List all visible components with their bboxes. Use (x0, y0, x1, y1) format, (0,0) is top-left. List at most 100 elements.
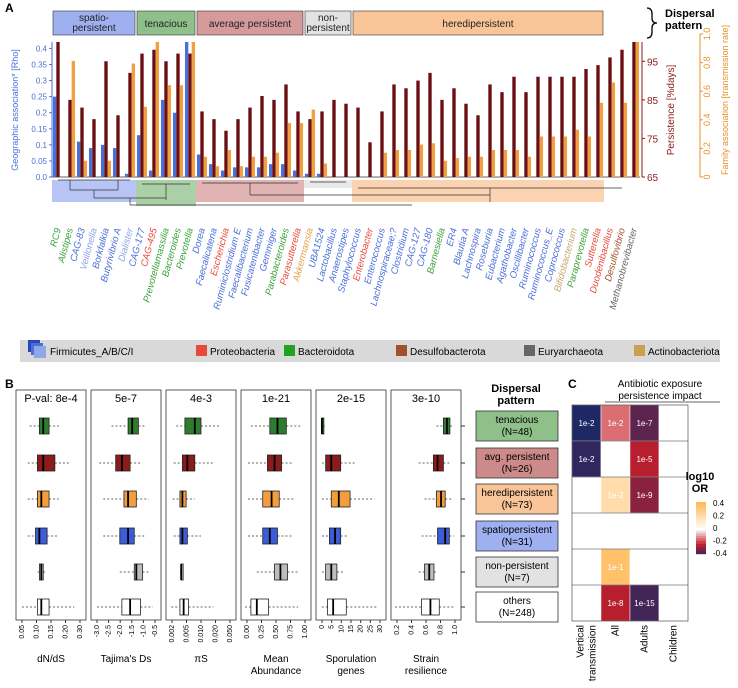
boxplot-pval: 4e-3 (190, 393, 212, 405)
heatmap-cell-label: 1e-2 (578, 419, 595, 428)
heatmap-legend-step (696, 512, 706, 516)
bar-persistence (68, 99, 72, 177)
bar-persistence (128, 72, 132, 177)
bar-geographic (136, 135, 141, 177)
bar-family (263, 156, 268, 177)
left-tick-label: 0.1 (36, 141, 48, 150)
right-tick-label-family: 1.0 (702, 28, 712, 41)
group-label-box (475, 556, 559, 588)
bar-geographic (52, 96, 57, 177)
bar-geographic (160, 99, 165, 177)
heatmap-legend-step (696, 504, 706, 508)
box-x-tick-label: -2.0 (117, 625, 124, 637)
heatmap-legend-step (696, 538, 706, 542)
box-x-tick-label: 0.8 (438, 625, 445, 635)
bar-family (407, 150, 412, 177)
bar-geographic (88, 148, 93, 177)
bar-persistence (56, 42, 60, 177)
bar-persistence (284, 84, 288, 177)
bar-family (83, 160, 88, 177)
group-header-4 (352, 10, 604, 36)
box-body (123, 490, 137, 508)
box-body (35, 527, 48, 545)
heatmap-column-label: Verticaltransmission (576, 625, 599, 681)
heatmap-legend-step (696, 502, 706, 505)
box-body (37, 454, 56, 472)
heatmap-cell (629, 512, 660, 550)
box-x-tick-label: 0.4 (409, 625, 416, 635)
group-label-text: non-persistent (N=7) (485, 561, 549, 584)
phylum-legend-background (20, 340, 720, 362)
heatmap-legend-tick: 0 (713, 524, 718, 533)
group-label-box (475, 520, 559, 552)
taxon-label: RC9 (48, 226, 64, 248)
dispersal-title-b: Dispersal pattern (491, 383, 541, 407)
heatmap-cell (658, 404, 689, 442)
bar-family (131, 63, 136, 177)
bar-family (239, 166, 244, 177)
box-x-tick-label: 0.50 (273, 625, 280, 639)
right-tick-label-family: 0.4 (702, 114, 712, 127)
group-label-text: avg. persistent (N=26) (484, 452, 549, 475)
heatmap-column-label: All (611, 625, 622, 636)
box-x-tick-label: 0.00 (244, 625, 251, 639)
boxplot-panel-frame (15, 389, 87, 621)
box-body (133, 563, 143, 581)
dendrogram-group-block-3 (304, 180, 352, 188)
heatmap-cell (658, 512, 689, 550)
heatmap-legend-tick: -0.4 (713, 549, 727, 558)
boxplot-xlabel: Mean Abundance (251, 654, 302, 677)
heatmap-legend-title: log10 OR (686, 471, 715, 495)
bar-geographic (148, 170, 153, 177)
phylum-legend-swatch (524, 345, 535, 356)
box-body (121, 598, 141, 616)
boxplot-xlabel: Tajima's Ds (101, 654, 152, 665)
bar-family (419, 144, 424, 177)
right-tick-label-family: 0 (702, 174, 712, 179)
bar-persistence (164, 61, 168, 177)
boxplot-pval: P-val: 8e-4 (24, 393, 77, 405)
bar-persistence (272, 99, 276, 177)
bar-geographic (232, 167, 237, 177)
bar-geographic (196, 154, 201, 177)
right-tick-label-family: 0.8 (702, 56, 712, 69)
phylum-legend-label: Firmicutes_A/B/C/I (50, 347, 133, 358)
bar-persistence (380, 111, 384, 177)
boxplot-pval: 5e-7 (115, 393, 137, 405)
panel-b-label: B (5, 377, 14, 391)
bar-family (155, 42, 160, 177)
heatmap-legend-step (696, 546, 706, 549)
box-x-tick-label: 0.25 (259, 625, 266, 639)
bar-persistence (476, 115, 480, 177)
box-x-tick-label: 0.20 (63, 625, 70, 639)
bar-family (443, 160, 448, 177)
heatmap-legend-step (696, 507, 706, 510)
right-tick-label-family: 0.2 (702, 142, 712, 155)
group-label-box (475, 483, 559, 515)
box-x-tick-label: 0.30 (77, 625, 84, 639)
panel-c-label: C (568, 377, 577, 391)
box-x-tick-label: 0.010 (198, 625, 205, 643)
bar-geographic (304, 173, 309, 177)
heatmap-column-label: Adults (640, 625, 651, 653)
bar-family (587, 136, 592, 177)
bar-persistence (344, 103, 348, 177)
bar-family (383, 152, 388, 177)
heatmap-cell-label: 1e-2 (578, 455, 595, 464)
bar-persistence (512, 76, 516, 177)
bar-family (251, 156, 256, 177)
heatmap-column-label: Children (669, 625, 680, 662)
left-tick-label: 0.2 (36, 109, 48, 118)
bar-family (515, 150, 520, 177)
bar-family (455, 158, 460, 177)
bar-family (599, 102, 604, 177)
bar-geographic (124, 173, 129, 177)
bar-persistence (152, 49, 156, 177)
group-label-text: others (N=248) (499, 596, 535, 619)
right-axis-title-persistence: Persistence [%days] (666, 64, 677, 155)
bar-geographic (280, 164, 285, 177)
bar-geographic (184, 42, 189, 177)
bar-geographic (256, 167, 261, 177)
bar-geographic (112, 148, 117, 177)
bar-family (551, 136, 556, 177)
